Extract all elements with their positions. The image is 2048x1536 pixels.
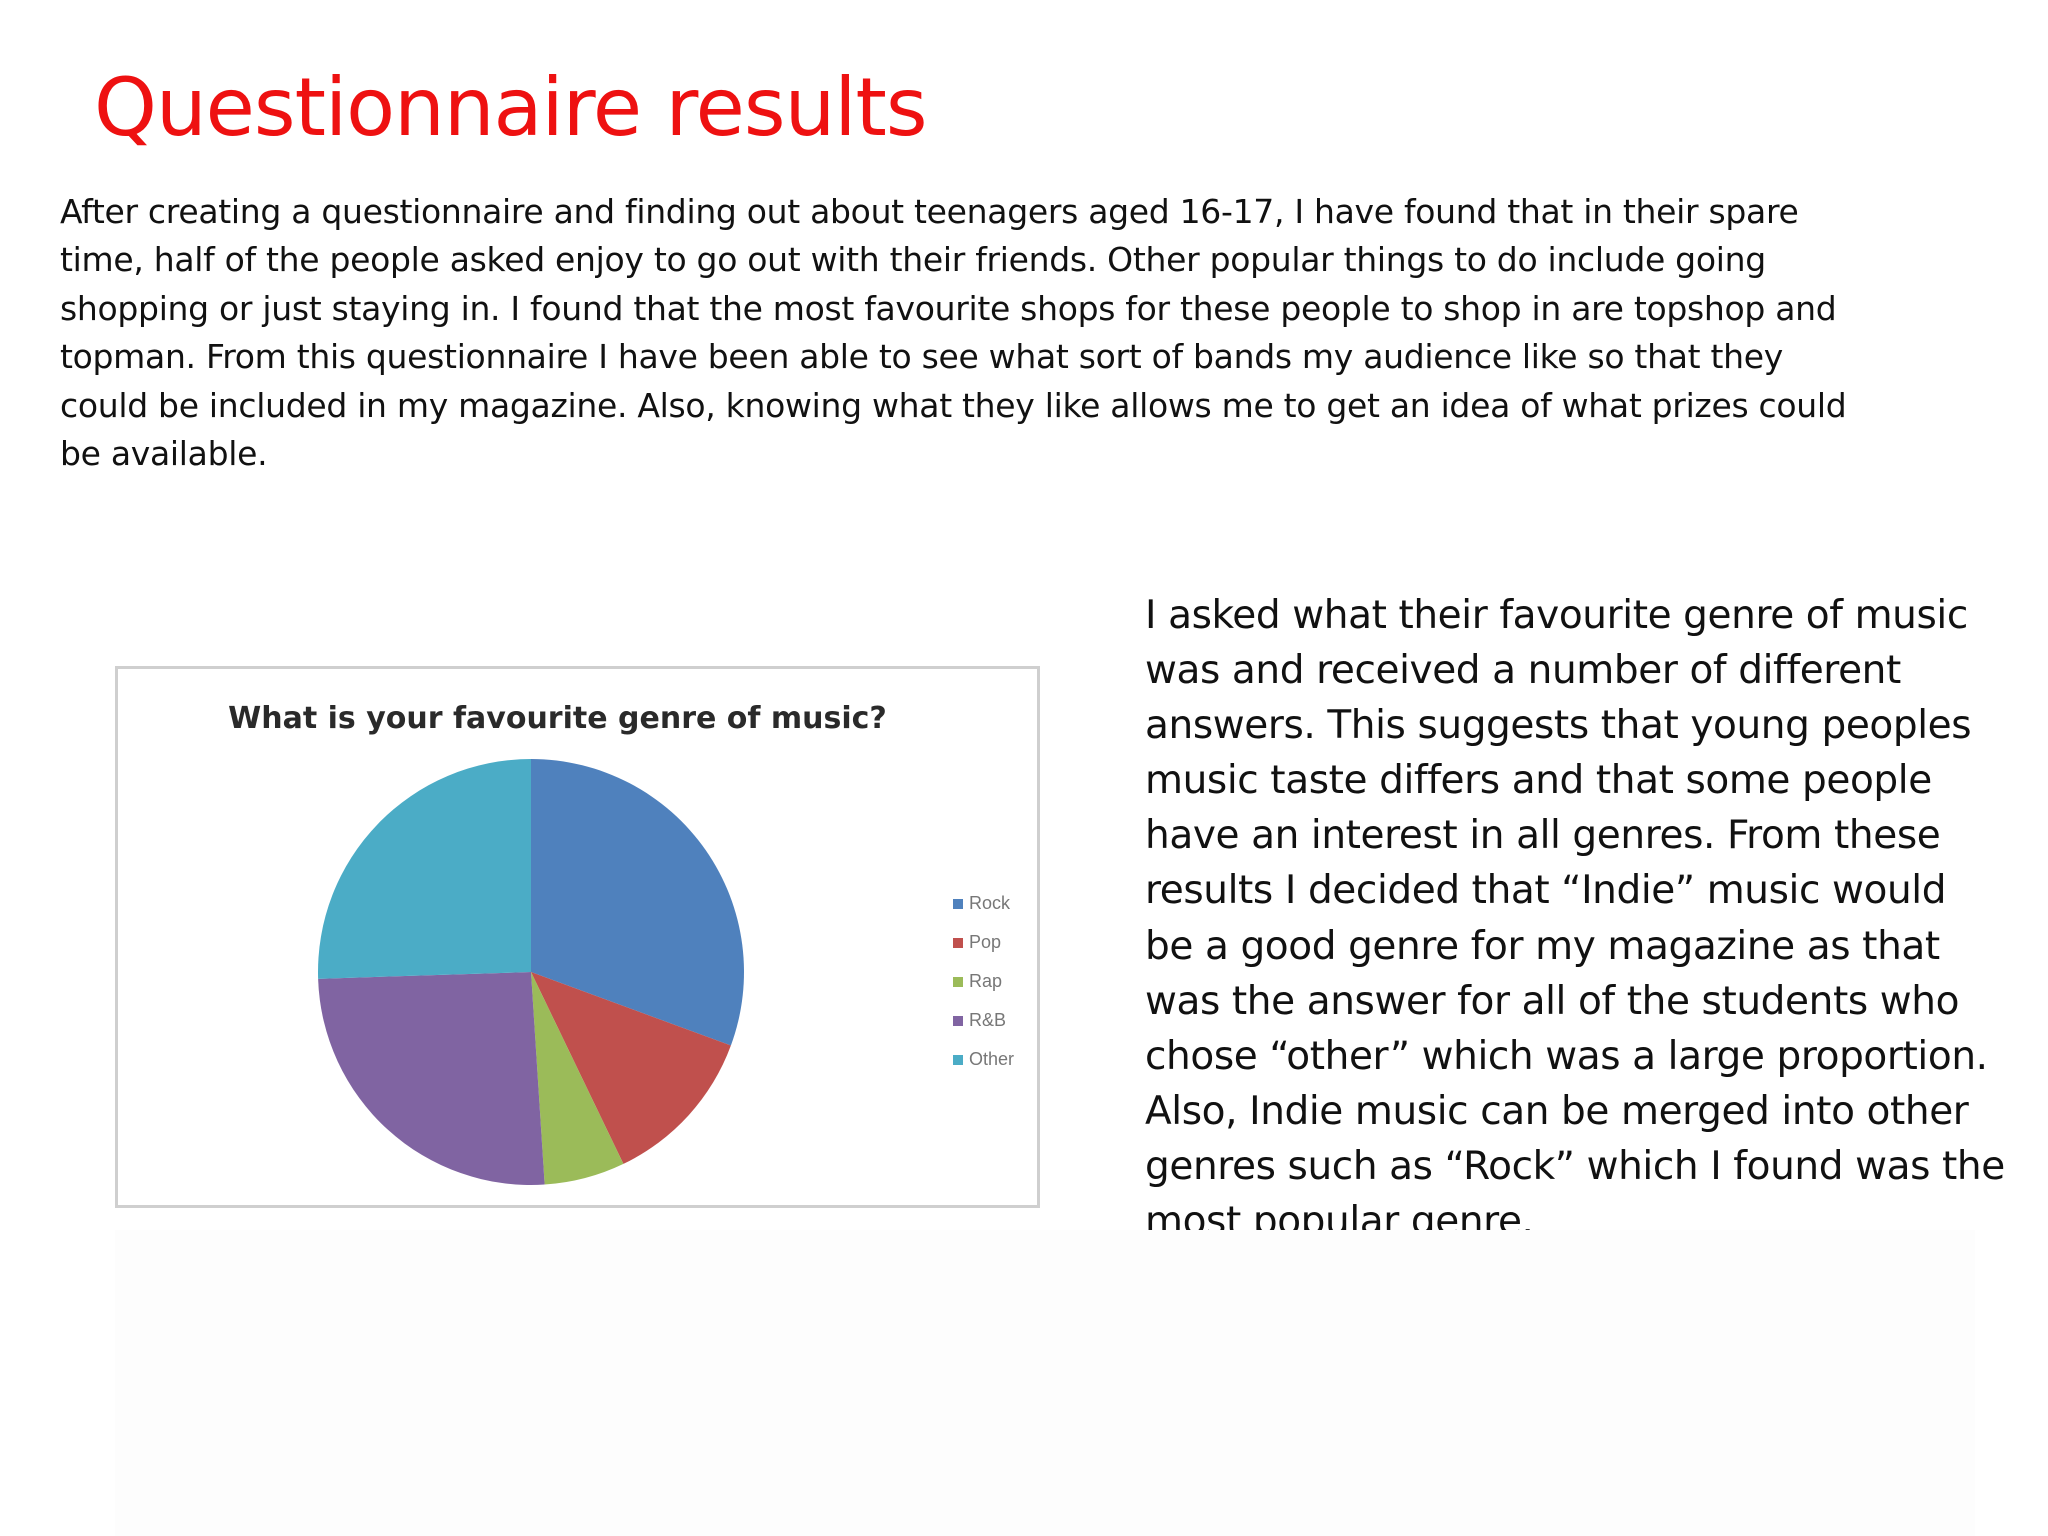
pie-chart-canvas bbox=[318, 759, 744, 1185]
pie-slice-pop bbox=[531, 972, 731, 1164]
pie-slice-r-b bbox=[318, 972, 545, 1185]
intro-paragraph: After creating a questionnaire and findi… bbox=[60, 192, 1847, 474]
genre-paragraph: I asked what their favourite genre of mu… bbox=[1145, 593, 2005, 1245]
legend-item: Rap bbox=[953, 962, 1014, 1001]
legend-label: R&B bbox=[969, 1010, 1007, 1030]
faded-background-panel bbox=[115, 1230, 1975, 1536]
chart-legend: Rock Pop Rap R&B Other bbox=[953, 884, 1014, 1079]
legend-item: Other bbox=[953, 1040, 1014, 1079]
legend-item: Pop bbox=[953, 923, 1014, 962]
legend-swatch bbox=[953, 937, 963, 948]
pie-slice-other bbox=[318, 759, 531, 979]
legend-label: Rock bbox=[969, 893, 1011, 913]
legend-item: R&B bbox=[953, 1001, 1014, 1040]
legend-item: Rock bbox=[953, 884, 1014, 923]
pie-slice-rock bbox=[531, 759, 744, 1046]
legend-swatch bbox=[953, 1054, 963, 1065]
legend-swatch bbox=[953, 976, 963, 987]
chart-title: What is your favourite genre of music? bbox=[228, 701, 887, 736]
genre-pie-chart: What is your favourite genre of music? R… bbox=[115, 666, 1040, 1208]
legend-label: Rap bbox=[969, 971, 1003, 991]
legend-label: Other bbox=[969, 1049, 1015, 1069]
pie-slice-rap bbox=[531, 972, 624, 1185]
legend-label: Pop bbox=[969, 932, 1002, 952]
legend-swatch bbox=[953, 1015, 963, 1026]
legend-swatch bbox=[953, 898, 963, 909]
slide-title: Questionnaire results bbox=[94, 61, 928, 154]
